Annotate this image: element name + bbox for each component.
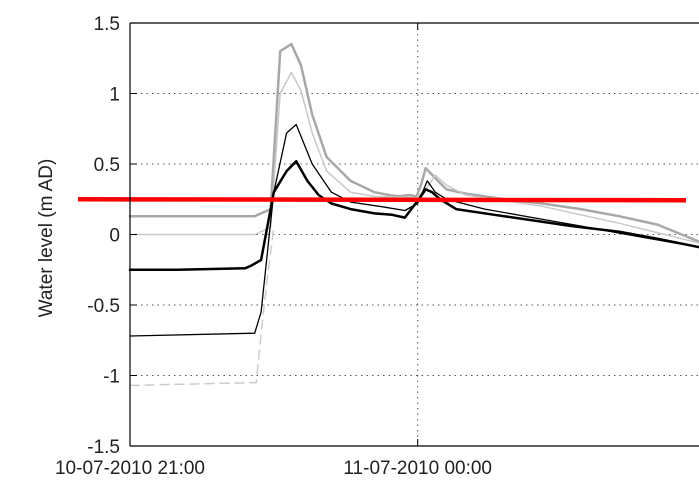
y-tick-label: 0.5 (94, 155, 120, 176)
red-reference-line (77, 197, 687, 203)
x-tick-label: 10-07-2010 21:00 (55, 458, 205, 479)
y-tick-label: 0 (109, 226, 120, 247)
y-tick-label: 1.5 (94, 14, 120, 35)
series-line-4 (129, 123, 699, 337)
series-line-2 (129, 71, 699, 244)
series-line-1 (128, 42, 699, 243)
y-tick-label: -0.5 (87, 296, 120, 317)
tick-labels: -1.5 -1 -0.5 0 0.5 1 1.5 10-07-2010 21:00 11-07-… (55, 14, 492, 479)
y-axis-label: Water level (m AD) (36, 159, 57, 318)
series-line-5 (129, 226, 275, 387)
y-tick-label: -1 (103, 367, 120, 388)
grid-lines (130, 23, 699, 446)
x-tick-label: 11-07-2010 00:00 (343, 458, 492, 479)
series-lines (128, 42, 699, 387)
reference-line-group (77, 197, 687, 203)
y-tick-label: 1 (109, 85, 120, 106)
axes (129, 22, 699, 447)
series-line-3 (128, 159, 699, 272)
y-tick-label: -1.5 (87, 437, 120, 458)
